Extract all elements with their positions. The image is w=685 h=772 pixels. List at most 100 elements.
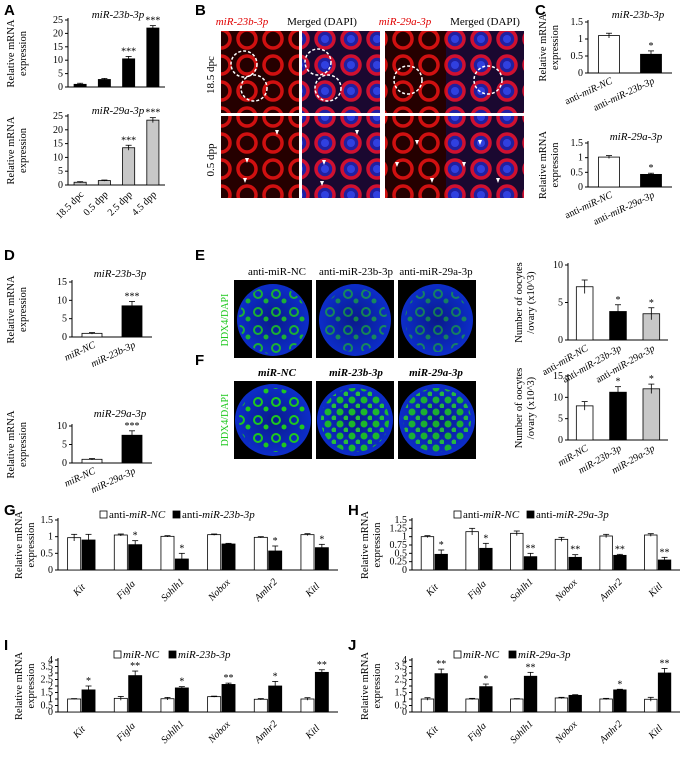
x-tick-label: Nobox	[553, 719, 580, 746]
y-tick-label: 0	[62, 458, 67, 469]
x-tick-label: Figla	[465, 721, 489, 745]
y-tick-label: 1	[578, 34, 583, 45]
significance-label: **	[130, 661, 140, 672]
significance-label: *	[649, 374, 654, 385]
cell-highlight-circle	[230, 50, 258, 78]
significance-label: *	[649, 163, 654, 174]
bar	[314, 547, 329, 571]
bar	[510, 698, 524, 713]
y-tick-label: 0	[558, 435, 563, 446]
x-tick-label: miR-29a-3p	[89, 466, 137, 496]
legend-swatch	[99, 510, 108, 519]
significance-label: **	[526, 662, 536, 673]
bar	[554, 538, 569, 571]
y-tick-label: 0	[578, 68, 583, 79]
significance-label: *	[273, 536, 278, 547]
y-tick-label: 0	[558, 335, 563, 346]
significance-label: *	[179, 677, 184, 688]
micrograph-b-row-2: 0.5 dpp	[205, 143, 217, 177]
y-tick-label: 3.5	[41, 662, 54, 673]
bar	[479, 686, 493, 713]
y-tick-label: 0	[402, 707, 407, 718]
legend-swatch	[508, 650, 517, 659]
micrograph-f-label-3: miR-29a-3p	[409, 367, 463, 379]
bar	[207, 696, 222, 713]
bar	[599, 698, 613, 713]
y-axis-label: Relative mRNAexpression	[360, 511, 383, 579]
micrograph-b-image	[446, 31, 524, 113]
legend-label: miR-NC	[123, 649, 160, 661]
y-tick-label: 0.5	[41, 701, 54, 712]
panel-label-f: F	[195, 352, 204, 369]
y-tick-label: 1	[578, 153, 583, 164]
chart-j: 00.511.522.533.54 Relative mRNAexpression…	[360, 649, 680, 746]
bar	[554, 697, 569, 713]
significance-label: *	[273, 671, 278, 682]
x-tick-label: Kit	[71, 724, 88, 741]
bar	[146, 119, 160, 186]
legend-swatch	[172, 510, 181, 519]
y-tick-label: 10	[553, 392, 563, 403]
legend-label: miR-29a-3p	[518, 649, 571, 661]
bar	[434, 673, 448, 713]
significance-label: **	[660, 547, 670, 558]
x-tick-label: Amhr2	[252, 577, 280, 605]
y-tick-label: 0.5	[41, 548, 54, 559]
micrograph-f-label-1: miR-NC	[258, 367, 297, 379]
x-tick-label: Nobox	[553, 577, 580, 604]
y-tick-label: 1.5	[571, 17, 584, 28]
x-tick-label: Kitl	[646, 723, 665, 742]
y-tick-label: 0	[58, 82, 63, 93]
panel-label-d: D	[4, 247, 15, 264]
y-tick-label: 0	[578, 182, 583, 193]
chart-title: miR-29a-3p	[610, 131, 663, 143]
bar	[67, 537, 82, 571]
y-tick-label: 1.5	[571, 138, 584, 149]
bar	[598, 156, 620, 188]
bar	[599, 535, 613, 571]
bar	[300, 534, 315, 571]
y-axis-label: Relative mRNAexpression	[538, 13, 561, 81]
y-tick-label: 1.5	[41, 688, 54, 699]
bar	[97, 180, 111, 186]
bar	[113, 534, 128, 571]
legend-label: anti-miR-NC	[109, 509, 166, 521]
y-tick-label: 3	[48, 668, 53, 679]
y-tick-label: 5	[58, 69, 63, 80]
y-tick-label: 1.5	[395, 688, 408, 699]
x-tick-label: Amhr2	[252, 719, 280, 747]
significance-label: *	[616, 295, 621, 306]
significance-label: *	[483, 533, 488, 544]
significance-label: *	[179, 543, 184, 554]
significance-label: ***	[125, 291, 140, 302]
significance-label: **	[436, 659, 446, 670]
bar	[160, 535, 175, 571]
significance-label: ***	[121, 46, 136, 57]
bar	[465, 698, 479, 713]
significance-label: **	[317, 660, 327, 671]
legend-swatch	[113, 650, 122, 659]
chart-a2: 0 5 10 15 20 25 Relative mRNAexpression miR-29a…	[6, 105, 165, 221]
significance-label: *	[439, 540, 444, 551]
x-tick-label: Figla	[114, 579, 138, 603]
bar	[221, 543, 236, 571]
bar	[174, 687, 189, 713]
bar	[221, 684, 236, 713]
bar	[113, 697, 128, 713]
panel-label-i: I	[4, 637, 8, 654]
x-tick-label: 2.5 dpp	[106, 189, 135, 218]
significance-label: *	[649, 298, 654, 309]
cell-highlight-circle	[240, 74, 268, 102]
legend-swatch	[526, 510, 535, 519]
y-tick-label: 0	[58, 180, 63, 191]
chart-title: miR-29a-3p	[94, 408, 147, 420]
micrograph-b-image	[302, 31, 380, 113]
micrograph-b-row-1: 18.5 dpc	[205, 56, 217, 94]
y-tick-label: 2	[48, 681, 53, 692]
y-axis-label: Relative mRNAexpression	[14, 652, 37, 720]
chart-title: miR-23b-3p	[612, 9, 665, 21]
y-tick-label: 1	[48, 532, 53, 543]
